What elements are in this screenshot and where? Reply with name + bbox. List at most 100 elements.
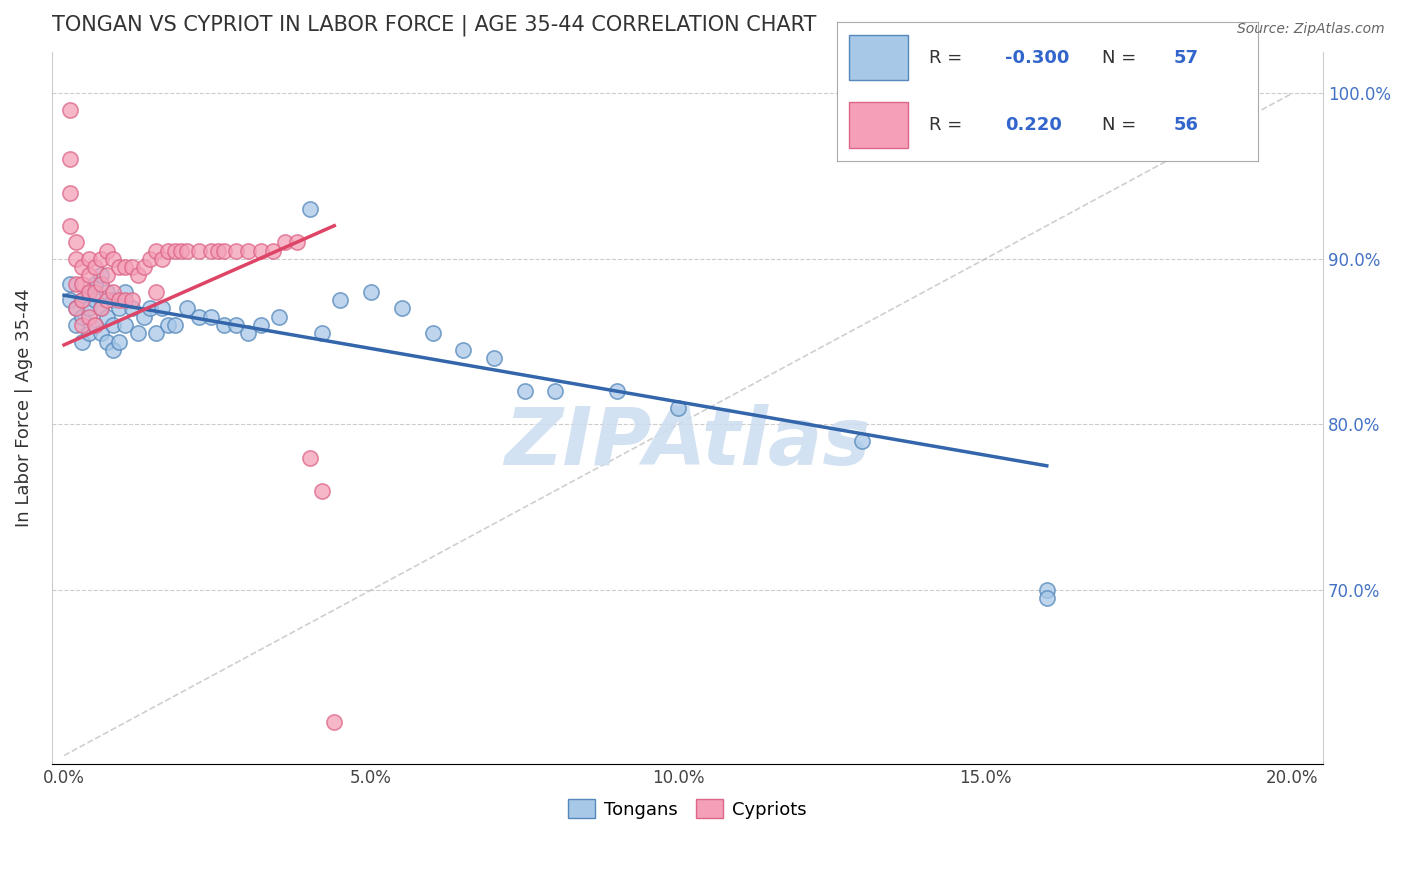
Point <box>150 252 173 266</box>
Point <box>90 301 112 316</box>
Point <box>101 343 124 357</box>
Point <box>96 268 118 283</box>
Point <box>298 202 321 216</box>
Point <box>176 301 198 316</box>
Point <box>101 318 124 332</box>
Point <box>90 301 112 316</box>
Point <box>77 268 100 283</box>
Point <box>121 301 143 316</box>
Point <box>114 318 136 332</box>
Text: N =: N = <box>1102 48 1142 67</box>
Point <box>59 293 82 308</box>
Point <box>83 285 105 299</box>
Point <box>72 260 94 274</box>
Point <box>274 235 297 250</box>
Text: 56: 56 <box>1174 116 1199 135</box>
Point <box>513 384 536 399</box>
Text: R =: R = <box>929 116 969 135</box>
Point <box>238 326 260 341</box>
Point <box>132 260 155 274</box>
Point <box>127 326 149 341</box>
Text: Source: ZipAtlas.com: Source: ZipAtlas.com <box>1237 22 1385 37</box>
Point <box>83 318 105 332</box>
Point <box>114 293 136 308</box>
Point <box>157 244 180 258</box>
Point <box>72 334 94 349</box>
Point <box>145 326 167 341</box>
Point <box>170 244 193 258</box>
Point <box>422 326 444 341</box>
Point <box>72 277 94 291</box>
Text: TONGAN VS CYPRIOT IN LABOR FORCE | AGE 35-44 CORRELATION CHART: TONGAN VS CYPRIOT IN LABOR FORCE | AGE 3… <box>52 15 815 37</box>
Point <box>298 450 321 465</box>
Point <box>65 318 87 332</box>
Point <box>262 244 284 258</box>
Point <box>451 343 474 357</box>
Point <box>59 153 82 167</box>
Point <box>65 235 87 250</box>
Point <box>59 277 82 291</box>
Point <box>121 260 143 274</box>
Point <box>212 244 235 258</box>
Point <box>114 260 136 274</box>
Point <box>188 310 211 324</box>
Point <box>391 301 413 316</box>
Point <box>59 103 82 117</box>
Point <box>851 434 873 448</box>
Point <box>188 244 211 258</box>
Point <box>83 260 105 274</box>
Point <box>287 235 309 250</box>
Point <box>360 285 382 299</box>
Point <box>145 285 167 299</box>
Text: R =: R = <box>929 48 969 67</box>
Point <box>72 293 94 308</box>
Point <box>77 285 100 299</box>
Point <box>83 293 105 308</box>
Point <box>101 293 124 308</box>
Point <box>176 244 198 258</box>
Point <box>72 293 94 308</box>
Point <box>108 301 131 316</box>
Text: -0.300: -0.300 <box>1005 48 1070 67</box>
Point <box>83 277 105 291</box>
Point <box>121 293 143 308</box>
FancyBboxPatch shape <box>849 35 908 80</box>
Point <box>311 483 333 498</box>
Point <box>606 384 628 399</box>
Point <box>96 244 118 258</box>
Point <box>311 326 333 341</box>
Point <box>200 310 222 324</box>
Point <box>65 252 87 266</box>
Point <box>139 301 162 316</box>
Point <box>90 268 112 283</box>
Point <box>1035 582 1057 597</box>
Point <box>96 334 118 349</box>
Point <box>1035 591 1057 606</box>
Point <box>482 351 505 366</box>
Point <box>90 326 112 341</box>
Y-axis label: In Labor Force | Age 35-44: In Labor Force | Age 35-44 <box>15 288 32 527</box>
Point <box>114 285 136 299</box>
Point <box>323 715 346 730</box>
Point <box>77 301 100 316</box>
Point <box>96 285 118 299</box>
Point <box>212 318 235 332</box>
Point <box>90 252 112 266</box>
Point <box>108 260 131 274</box>
Point <box>72 310 94 324</box>
Point <box>329 293 352 308</box>
Point <box>108 293 131 308</box>
Point <box>207 244 229 258</box>
Legend: Tongans, Cypriots: Tongans, Cypriots <box>561 792 814 826</box>
Point <box>108 334 131 349</box>
Point <box>163 318 186 332</box>
Point <box>77 285 100 299</box>
Point <box>145 244 167 258</box>
Point <box>200 244 222 258</box>
Point <box>101 252 124 266</box>
Point <box>59 219 82 233</box>
Point <box>249 318 271 332</box>
Point <box>59 186 82 200</box>
Point <box>267 310 290 324</box>
Point <box>544 384 567 399</box>
